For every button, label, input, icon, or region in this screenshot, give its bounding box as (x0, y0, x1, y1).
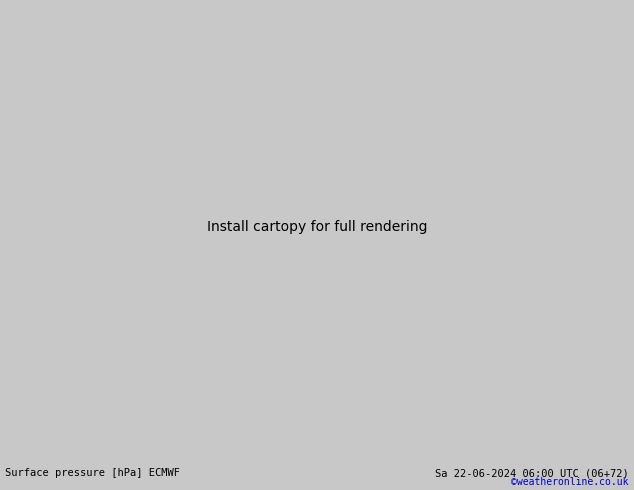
Text: Sa 22-06-2024 06:00 UTC (06+72): Sa 22-06-2024 06:00 UTC (06+72) (435, 468, 629, 478)
Text: Install cartopy for full rendering: Install cartopy for full rendering (207, 220, 427, 234)
Text: ©weatheronline.co.uk: ©weatheronline.co.uk (512, 477, 629, 487)
Text: Surface pressure [hPa] ECMWF: Surface pressure [hPa] ECMWF (5, 468, 180, 478)
